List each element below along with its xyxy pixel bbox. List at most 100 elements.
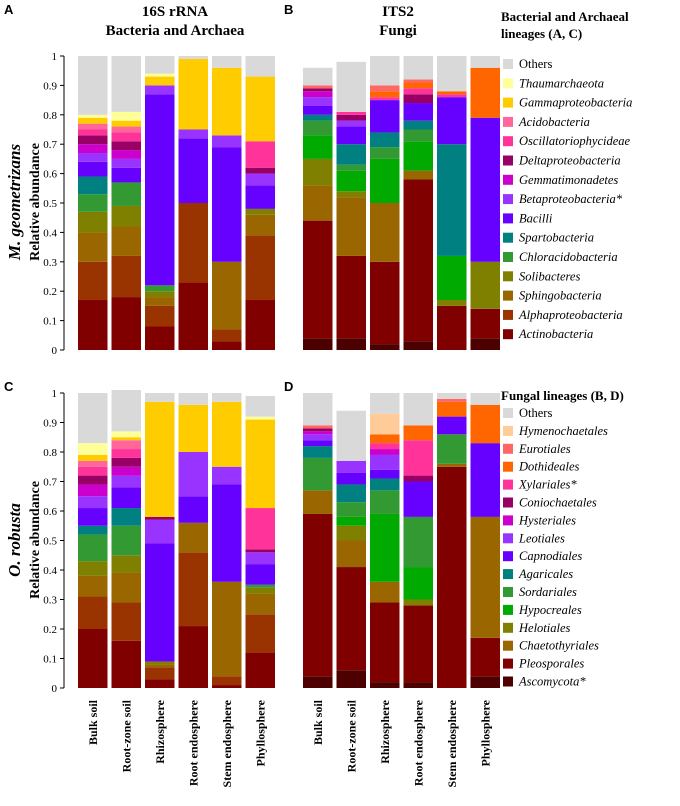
legend-label: Helotiales — [518, 621, 571, 635]
bar-segment-chloracidobacteria — [78, 194, 108, 212]
legend-swatch — [503, 515, 513, 526]
bar-segment-gammaproteobacteria — [178, 404, 208, 452]
y-tick-label: 0.7 — [43, 477, 57, 489]
bar-segment-chloracidobacteria — [245, 584, 275, 588]
bar-segment-betaproteobacteria — [111, 475, 141, 488]
bar-segment-leotiales — [370, 454, 400, 470]
bar-segment-chloracidobacteria — [145, 285, 175, 292]
bar-segment-capnodiales — [303, 105, 333, 115]
bar-segment-agaricales — [303, 114, 333, 121]
legend-fungi: Others Hymenochaetales Eurotiales Dothideal… — [503, 406, 608, 689]
bar-segment-gammaproteobacteria — [212, 401, 242, 467]
bar-segment-gammaproteobacteria — [145, 401, 175, 517]
legend-label: Chaetothyriales — [519, 639, 599, 653]
bar-segment-bacilli — [145, 543, 175, 662]
bar-segment-others — [437, 56, 467, 92]
bar-segment-ascomycota — [336, 338, 366, 350]
legend-label: Ascomycota* — [518, 675, 586, 689]
bar-segment-betaproteobacteria — [145, 85, 175, 95]
chart-d-fungi-o-robusta — [303, 393, 500, 688]
bar-segment-betaproteobacteria — [245, 173, 275, 186]
bar-segment-deltaproteobacteria — [245, 549, 275, 553]
legend-fungi-title: Fungal lineages (B, D) — [501, 388, 624, 403]
title-its2-line1: ITS2 — [382, 4, 414, 20]
legend-label: Deltaproteobacteria — [518, 154, 621, 168]
y-tick-label: 0.1 — [43, 654, 57, 666]
bar-segment-bacilli — [212, 147, 242, 262]
bar-segment-hypocreales — [403, 567, 433, 600]
bar-segment-eurotiales — [437, 398, 467, 402]
bar-segment-bacilli — [111, 167, 141, 183]
bar-segment-actinobacteria — [145, 326, 175, 350]
bar-segment-capnodiales — [370, 100, 400, 133]
bar-segment-oscillatoriophycideae — [78, 129, 108, 136]
bar-segment-solibacteres — [145, 661, 175, 665]
x-label-bulk-soil: Bulk soil — [311, 699, 325, 745]
bar-segment-sordariales — [403, 516, 433, 568]
y-tick-label: 0.2 — [43, 286, 57, 298]
x-label-stem-endosphere: Stem endosphere — [220, 699, 234, 787]
bar-segment-deltaproteobacteria — [245, 167, 275, 174]
bar-segment-sphingobacteria — [145, 297, 175, 306]
bar-segment-others — [370, 393, 400, 414]
bar-segment-sordariales — [403, 129, 433, 142]
bar-segment-alphaproteobacteria — [178, 552, 208, 627]
bar-segment-solibacteres — [111, 205, 141, 227]
bar-segment-capnodiales — [403, 103, 433, 121]
bar-segment-sphingobacteria — [111, 572, 141, 603]
bar-segment-actinobacteria — [78, 629, 108, 688]
bar-segment-helotiales — [437, 300, 467, 306]
legend-label: Spartobacteria — [519, 231, 594, 245]
bar-segment-sordariales — [303, 120, 333, 136]
legend-label: Chloracidobacteria — [519, 250, 618, 264]
bar-segment-spartobacteria — [78, 525, 108, 535]
bar-segment-leotiales — [303, 97, 333, 106]
bar-segment-hypocreales — [437, 255, 467, 301]
bar-segment-pleosporales — [403, 179, 433, 342]
bar-segment-xylariales — [403, 440, 433, 476]
bar-segment-capnodiales — [437, 97, 467, 145]
y-tick-label: 0.4 — [43, 565, 57, 577]
bar-segment-agaricales — [370, 132, 400, 148]
bar-segment-pleosporales — [437, 466, 467, 688]
x-label-phyllosphere: Phyllosphere — [478, 699, 492, 766]
bar-segment-ascomycota — [470, 338, 500, 350]
bar-segment-xylariales — [403, 88, 433, 95]
legend-swatch — [503, 443, 513, 454]
bar-segment-ascomycota — [303, 338, 333, 350]
panel-letter-c: C — [4, 379, 14, 394]
bar-segment-alphaproteobacteria — [212, 329, 242, 342]
bar-segment-ascomycota — [303, 676, 333, 688]
legend-label: Others — [519, 406, 552, 420]
bar-segment-acidobacteria — [78, 123, 108, 130]
panel-letter-a: A — [4, 2, 14, 17]
bar-segment-gammaproteobacteria — [78, 117, 108, 124]
bar-segment-others — [111, 56, 141, 112]
legend-swatch — [503, 116, 513, 127]
bar-segment-hysteriales — [303, 91, 333, 98]
bar-segment-solibacteres — [111, 555, 141, 573]
bar-segment-others — [437, 393, 467, 399]
bar-segment-alphaproteobacteria — [145, 305, 175, 327]
y-tick-label: 0.3 — [43, 257, 57, 269]
bar-segment-others — [370, 56, 400, 86]
bar-segment-dothideales — [470, 67, 500, 118]
bar-segment-sordariales — [336, 502, 366, 517]
bar-segment-deltaproteobacteria — [111, 457, 141, 467]
bar-segment-betaproteobacteria — [111, 158, 141, 168]
bar-segment-gammaproteobacteria — [212, 67, 242, 136]
y-tick-label: 0.8 — [43, 447, 57, 459]
y-tick-label: 0.6 — [43, 506, 57, 518]
chart-b-fungi-m-geometrizans — [303, 56, 500, 350]
legend-swatch — [503, 194, 513, 205]
y-axis-title-bottom: Relative abundance — [28, 481, 43, 599]
bar-segment-betaproteobacteria — [212, 135, 242, 148]
legend-label: Sordariales — [519, 585, 577, 599]
bar-segment-coniochaetales — [403, 475, 433, 482]
bar-segment-helotiales — [303, 158, 333, 186]
bar-segment-alphaproteobacteria — [78, 261, 108, 301]
bar-segment-chloracidobacteria — [111, 182, 141, 206]
bar-segment-gemmatimonadetes — [78, 144, 108, 154]
bar-segment-others — [78, 56, 108, 115]
bar-segment-leotiales — [303, 434, 333, 441]
